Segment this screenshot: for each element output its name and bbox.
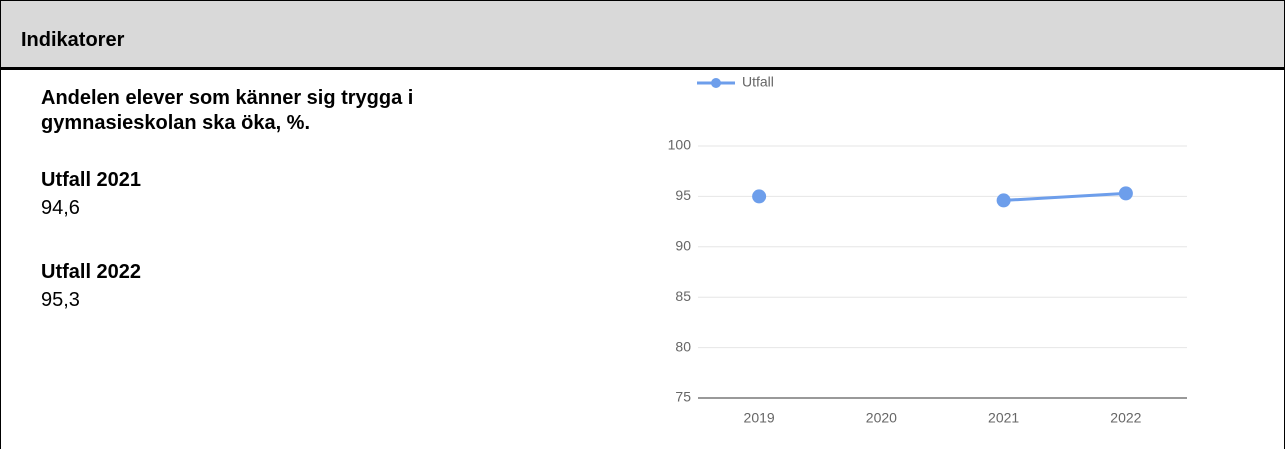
header-title: Indikatorer bbox=[21, 29, 125, 51]
series-line bbox=[1003, 191, 1126, 202]
legend-label: Utfall bbox=[742, 74, 774, 90]
x-tick-label: 2019 bbox=[744, 410, 775, 426]
x-tick-label: 2020 bbox=[866, 410, 897, 426]
outcome-value: 94,6 bbox=[41, 197, 80, 219]
y-tick-label: 85 bbox=[675, 288, 691, 304]
outcome-label: Utfall 2022 bbox=[41, 261, 142, 283]
x-tick-label: 2022 bbox=[1110, 410, 1141, 426]
data-point bbox=[996, 193, 1011, 208]
y-tick-label: 75 bbox=[675, 389, 691, 405]
indicator-title: Andelen elever som känner sig trygga i g… bbox=[41, 87, 414, 134]
outcome-label: Utfall 2021 bbox=[41, 169, 142, 191]
data-point bbox=[1118, 186, 1133, 201]
outcome-value: 95,3 bbox=[41, 289, 80, 311]
y-tick-label: 95 bbox=[675, 187, 691, 203]
header: Indikatorer bbox=[1, 1, 1284, 70]
y-tick-label: 100 bbox=[668, 137, 692, 153]
data-point bbox=[752, 189, 767, 204]
x-tick-label: 2021 bbox=[988, 410, 1019, 426]
y-tick-label: 90 bbox=[675, 238, 691, 254]
y-tick-label: 80 bbox=[675, 338, 691, 354]
legend-marker bbox=[711, 78, 721, 88]
